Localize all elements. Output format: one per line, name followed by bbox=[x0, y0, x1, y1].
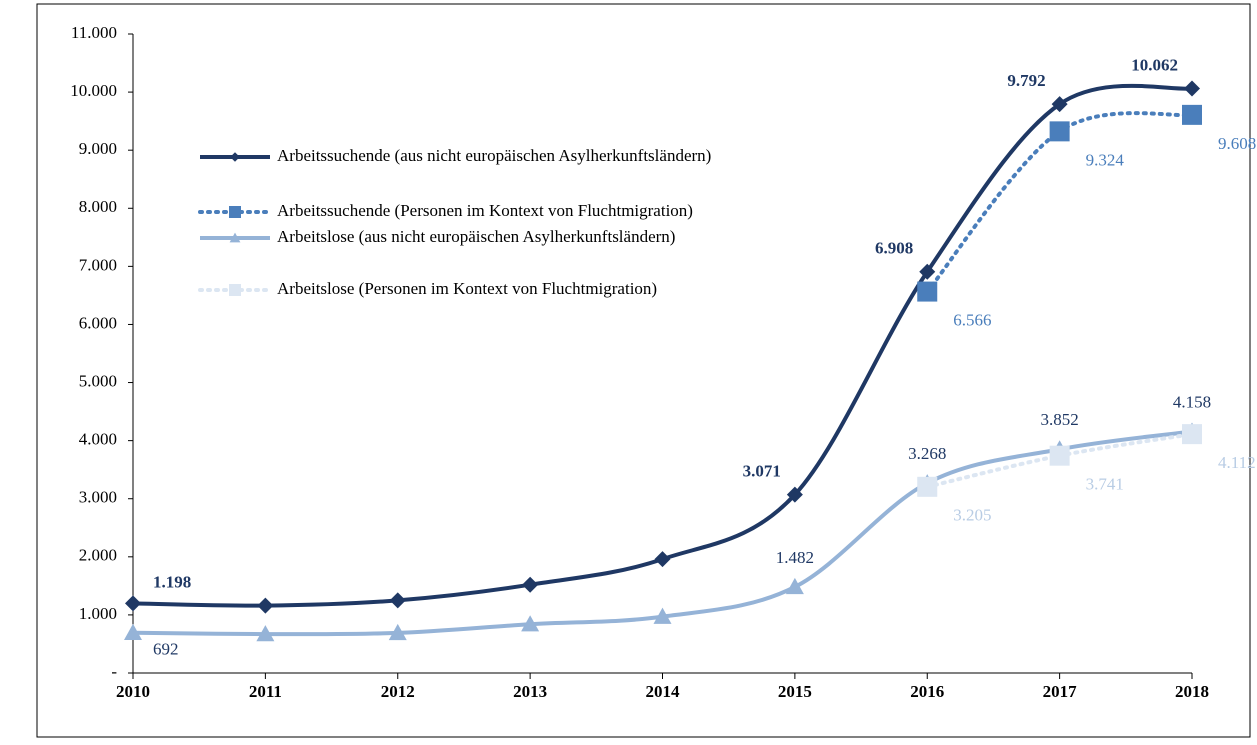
data-label: 3.852 bbox=[1041, 410, 1079, 429]
data-point bbox=[1049, 445, 1070, 466]
y-tick-label: 8.000 bbox=[79, 197, 117, 216]
data-label: 4.158 bbox=[1173, 392, 1211, 411]
y-tick-label: 10.000 bbox=[70, 81, 117, 100]
x-tick-label: 2010 bbox=[116, 682, 150, 701]
data-point bbox=[521, 615, 540, 632]
data-point bbox=[786, 486, 803, 503]
data-point bbox=[522, 576, 539, 593]
y-tick-label: 5.000 bbox=[79, 371, 117, 390]
data-point bbox=[785, 577, 804, 595]
legend-marker bbox=[230, 152, 240, 162]
data-label: 1.482 bbox=[776, 548, 814, 567]
data-label: 9.324 bbox=[1086, 150, 1125, 169]
data-label: 9.608 bbox=[1218, 134, 1256, 153]
data-point bbox=[388, 623, 407, 641]
y-tick-label: 1.000 bbox=[79, 604, 117, 623]
data-label: 3.741 bbox=[1086, 475, 1124, 494]
data-label: 9.792 bbox=[1007, 71, 1045, 90]
data-label: 3.268 bbox=[908, 444, 946, 463]
data-label: 3.071 bbox=[743, 462, 781, 481]
x-tick-label: 2012 bbox=[381, 682, 415, 701]
data-label: 4.112 bbox=[1218, 453, 1256, 472]
data-point bbox=[917, 476, 938, 497]
data-label: 10.062 bbox=[1131, 55, 1178, 74]
data-point bbox=[389, 592, 406, 609]
y-tick-label: 6.000 bbox=[79, 313, 117, 332]
y-tick-label: 11.000 bbox=[71, 23, 117, 42]
data-point bbox=[917, 281, 938, 302]
data-point bbox=[1182, 104, 1202, 125]
data-point bbox=[124, 623, 142, 641]
data-point bbox=[256, 625, 275, 642]
x-tick-label: 2018 bbox=[1175, 682, 1209, 701]
y-tick-label: 9.000 bbox=[79, 139, 117, 158]
legend-marker bbox=[229, 232, 241, 243]
data-label: 6.566 bbox=[953, 310, 991, 329]
legend-marker bbox=[229, 284, 241, 296]
data-label: 3.205 bbox=[953, 506, 991, 525]
x-tick-label: 2011 bbox=[249, 682, 282, 701]
data-point bbox=[1184, 80, 1200, 97]
y-tick-label: - bbox=[111, 662, 117, 681]
data-point bbox=[1051, 96, 1068, 113]
x-tick-label: 2013 bbox=[513, 682, 547, 701]
y-tick-label: 2.000 bbox=[79, 546, 117, 565]
x-tick-label: 2015 bbox=[778, 682, 812, 701]
series-line bbox=[132, 83, 1193, 608]
legend-label: Arbeitslose (Personen im Kontext von Flu… bbox=[277, 279, 657, 298]
y-tick-label: 7.000 bbox=[79, 255, 117, 274]
data-point bbox=[919, 263, 936, 280]
data-label: 1.198 bbox=[153, 572, 191, 591]
legend-label: Arbeitssuchende (aus nicht europäischen … bbox=[277, 146, 711, 165]
y-tick-label: 4.000 bbox=[79, 430, 117, 449]
y-tick-label: 3.000 bbox=[79, 488, 117, 507]
data-label: 6.908 bbox=[875, 239, 913, 258]
x-tick-label: 2016 bbox=[910, 682, 944, 701]
data-point bbox=[257, 597, 274, 614]
data-label: 692 bbox=[153, 640, 179, 659]
data-point bbox=[125, 595, 141, 612]
data-point bbox=[1182, 424, 1202, 445]
data-point bbox=[653, 607, 672, 624]
legend-label: Arbeitssuchende (Personen im Kontext von… bbox=[277, 201, 693, 220]
x-tick-label: 2017 bbox=[1043, 682, 1078, 701]
legend-marker bbox=[229, 206, 241, 218]
data-point bbox=[654, 551, 671, 568]
data-point bbox=[1049, 121, 1070, 142]
legend-label: Arbeitslose (aus nicht europäischen Asyl… bbox=[277, 227, 675, 246]
x-tick-label: 2014 bbox=[646, 682, 681, 701]
chart-border bbox=[36, 3, 1251, 738]
